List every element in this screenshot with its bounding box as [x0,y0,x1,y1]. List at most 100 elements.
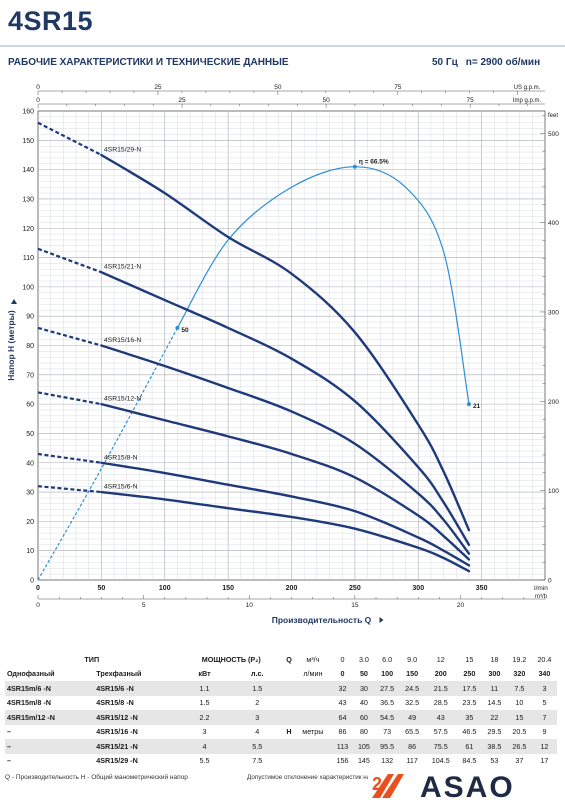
head-value: 54.5 [374,710,400,725]
h-unit: метры [302,727,324,737]
usgpm-tick-label: 50 [274,84,282,91]
y-tick-label: 160 [22,109,34,116]
head-curve-dashed [37,247,102,274]
head-value: 86 [338,727,347,737]
header-rule [0,45,565,47]
x-tick-label: 250 [349,585,361,592]
head-curve-dashed [37,326,102,347]
feet-tick-label: 300 [548,309,559,316]
efficiency-point [175,325,180,330]
head-value: 17.5 [456,681,482,696]
head-value: 20.5 [512,727,527,737]
head-value: 15 [506,710,532,725]
head-value: 104.5 [431,756,450,766]
h-label: H [286,727,292,737]
head-value: 23.5 [462,698,477,708]
q-cell: 9.0 [407,654,418,664]
x-tick-label: 100 [159,585,171,592]
head-value: 37 [515,756,524,766]
efficiency-label: 21 [473,403,481,410]
spacer [284,754,294,769]
series-label: 4SR15/8-N [104,454,138,461]
head-value: 156 [336,756,349,766]
efficiency-label: 50 [181,327,189,334]
efficiency-label: η = 66.5% [359,159,389,166]
x-tick-label: 150 [222,585,234,592]
page-title: 4SR15 [8,6,94,36]
q-unit-m3h: м³/ч [306,654,320,664]
power-hp: 5.5 [230,739,284,754]
spacer [294,754,332,769]
head-value: 46.5 [462,727,477,737]
head-curve-dashed [37,452,102,464]
head-value: 17 [540,756,549,766]
q-cell: 3.0 [358,654,369,664]
feet-tick-label: 100 [548,488,559,495]
head-value: 40 [359,698,368,708]
m3h-tick-label: 10 [246,602,254,609]
power-hp: 1.5 [230,681,284,696]
spacer [284,739,294,754]
q-cell: 100 [381,669,394,679]
y-axis-title: Напор H (метры) [6,310,16,381]
q-cell: 20.4 [537,654,552,664]
head-value: 84.5 [462,756,477,766]
head-value: 117 [406,756,418,766]
table-row: – 4SR15/29 -N 5.5 7.5 156 145 132 117 104.5 84.5 5… [5,754,557,769]
head-value: 11 [481,681,507,696]
y-tick-label: 80 [26,343,34,350]
impgpm-tick-label: 0 [36,97,40,104]
table-row: –4SR15/21 -N 4 5.5 113 105 95.5 86 75.5 61 38.5 26… [5,739,557,754]
single-phase-model: 4SR15m/6 -N [5,681,95,696]
three-phase-model: 4SR15/6 -N [94,681,179,696]
head-value: 80 [359,727,368,737]
feet-tick-label: 500 [548,131,559,138]
head-value: 10 [515,698,524,708]
spacer [284,696,294,711]
q-cell: 300 [488,669,501,679]
power-hp: 7.5 [252,756,263,766]
q-label: Q [286,654,292,664]
head-value: 24.5 [399,681,425,696]
table-row: 4SR15m/8 -N 4SR15/8 -N 1.5 2 43 40 36.5 32.5 28.… [5,696,557,711]
y-tick-label: 40 [26,460,34,467]
arrow-up-icon [11,299,17,304]
y-tick-label: 50 [26,431,34,438]
head-value: 49 [399,710,425,725]
efficiency-curve-dashed [37,327,178,581]
head-value: 22 [481,710,507,725]
y-tick-label: 20 [26,519,34,526]
q-cell: 18 [490,654,499,664]
table-row: 4SR15m/6 -N 4SR15/6 -N 1.1 1.5 32 30 27.5 24.5 2… [5,681,557,696]
spacer [293,710,332,725]
spacer [294,696,332,711]
q-cell: 340 [538,669,551,679]
spacer [284,681,294,696]
asao-logo: 2 ASAO [368,768,563,800]
q-cell: 0 [340,654,345,664]
impgpm-tick-label: 50 [322,97,330,104]
m3h-unit-label: m³/h [535,594,547,600]
spec-table: ТИП МОЩНОСТЬ (P₂) Q м³/ч 0 3.0 6.0 9.0 1… [5,652,557,768]
logo-digit: 2 [372,774,382,794]
head-value: 9 [542,727,547,737]
y-tick-label: 130 [22,196,34,203]
three-phase-header: Трехфазный [96,669,142,679]
q-cell: 150 [406,669,419,679]
head-curve [100,490,471,573]
table-row: 4SR15m/12 -N 4SR15/12 -N 2.2 3 64 60 54.5 49 43 3… [5,710,557,725]
y-tick-label: 10 [26,548,34,555]
series-label: 4SR15/12-N [104,396,141,403]
q-cell: 12 [436,654,445,664]
y-tick-label: 0 [30,578,34,585]
head-value: 28.5 [433,698,448,708]
footnote: Q - Производительность H - Общий маномет… [5,774,188,781]
q-cell: 200 [434,669,447,679]
power-hp: 4 [255,727,260,737]
head-value: 57.5 [433,727,448,737]
x-axis-title: Производительность Q [272,615,372,625]
y-tick-label: 150 [22,138,34,145]
head-value: 113 [331,739,354,754]
q-cell: 19.2 [512,654,527,664]
